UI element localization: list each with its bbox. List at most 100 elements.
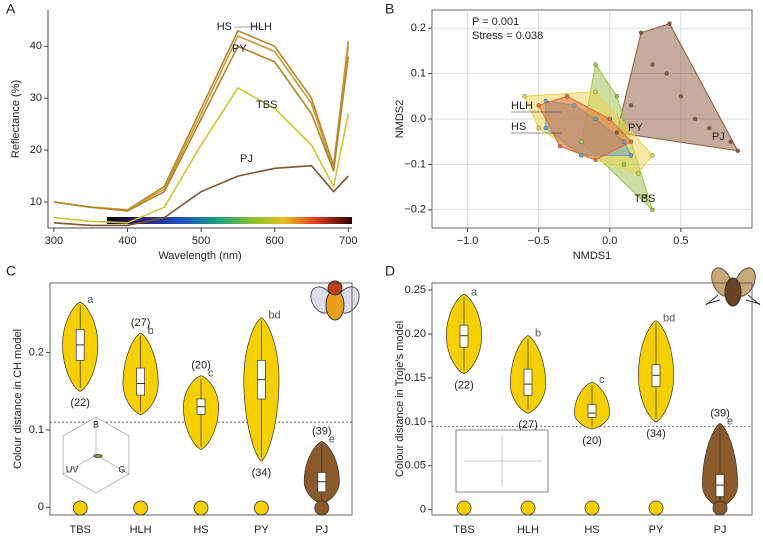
- group-dot: [648, 500, 664, 516]
- y-tick-label: 40: [30, 40, 42, 52]
- hexagon-axis: [62, 454, 97, 475]
- significance-letter: b: [148, 325, 154, 337]
- x-tick-label: TBS: [453, 524, 474, 536]
- x-tick-label: −0.5: [528, 235, 550, 247]
- data-point: [579, 153, 584, 158]
- y-tick-label: −0.1: [404, 158, 426, 170]
- significance-letter: bd: [268, 310, 280, 322]
- x-tick-label: 700: [339, 235, 357, 247]
- sample-size: (20): [191, 360, 211, 372]
- y-axis-title: Colour distance in CH model: [12, 329, 24, 469]
- x-axis-title: Wavelength (nm): [158, 250, 241, 262]
- data-point: [664, 71, 669, 76]
- data-point: [543, 125, 548, 131]
- y-tick-label: 0.1: [29, 424, 44, 436]
- y-tick-label: 0.20: [405, 328, 426, 340]
- y-tick-label: 0.0: [411, 113, 426, 125]
- panel-letter: A: [6, 1, 16, 17]
- sample-size: (34): [252, 467, 272, 479]
- x-tick-label: PY: [254, 524, 269, 536]
- data-point: [643, 194, 648, 199]
- spectrum-line: [53, 35, 350, 211]
- sample-size: (27): [131, 317, 151, 329]
- hexagon-axis: [95, 454, 130, 475]
- y-tick-label: 0.1: [411, 67, 426, 79]
- group-dot: [314, 500, 330, 516]
- x-tick-label: 0.5: [673, 235, 688, 247]
- y-tick-label: 0.25: [405, 284, 426, 296]
- panel-letter: D: [385, 263, 395, 279]
- group-dot: [456, 500, 472, 516]
- sample-size: (20): [582, 435, 602, 447]
- y-tick-label: 0.2: [29, 347, 44, 359]
- data-point: [536, 125, 541, 131]
- y-tick-label: 0.15: [405, 372, 426, 384]
- y-tick-label: 0: [420, 504, 426, 516]
- data-point: [667, 21, 672, 26]
- data-point: [522, 94, 527, 99]
- sample-size: (22): [454, 379, 474, 391]
- significance-letter: a: [471, 286, 478, 298]
- significance-letter: c: [208, 368, 214, 380]
- bee-icon: [310, 280, 360, 321]
- sample-size: (22): [70, 397, 90, 409]
- spectrum-bar: [107, 217, 352, 224]
- data-point: [621, 162, 627, 167]
- x-tick-label: PJ: [315, 524, 328, 536]
- group-dot: [520, 500, 536, 516]
- hexagon-points: [93, 454, 103, 458]
- data-point: [593, 157, 598, 163]
- y-tick-label: 0.10: [405, 416, 426, 428]
- data-point: [593, 62, 598, 67]
- inset-label: UV: [66, 464, 79, 474]
- sample-size: (39): [710, 408, 730, 420]
- data-point: [557, 144, 563, 149]
- panel-letter: C: [6, 263, 16, 279]
- series-label: HS: [217, 21, 232, 33]
- sample-size: (27): [518, 419, 538, 431]
- data-point: [728, 139, 733, 144]
- data-point: [607, 116, 612, 122]
- group-dot: [193, 500, 209, 516]
- group-dot: [253, 500, 269, 516]
- data-point: [579, 139, 584, 144]
- y-axis-title: NMDS2: [394, 100, 406, 139]
- group-dot: [584, 500, 600, 516]
- x-tick-label: TBS: [69, 524, 90, 536]
- data-point: [678, 94, 684, 99]
- data-point: [707, 125, 712, 131]
- significance-letter: b: [535, 328, 541, 340]
- box: [523, 368, 533, 396]
- x-tick-label: PY: [649, 524, 664, 536]
- x-axis-title: NMDS1: [573, 250, 612, 262]
- group-label: PY: [628, 122, 643, 134]
- box: [587, 403, 597, 418]
- data-point: [543, 98, 548, 104]
- data-point: [650, 62, 655, 67]
- y-tick-label: 20: [30, 144, 42, 156]
- y-tick-label: 10: [30, 196, 42, 208]
- inset-label: G: [118, 464, 125, 474]
- series-label: TBS: [256, 99, 277, 111]
- data-point: [628, 153, 634, 158]
- data-point: [638, 30, 644, 35]
- spectrum-line: [53, 45, 350, 212]
- data-point: [628, 139, 634, 144]
- data-point: [621, 139, 627, 144]
- x-tick-label: HS: [193, 524, 208, 536]
- data-point: [572, 103, 577, 108]
- group-label: HS: [511, 121, 526, 133]
- significance-letter: e: [727, 416, 733, 428]
- significance-letter: e: [329, 433, 335, 445]
- spectrum-line: [53, 164, 349, 227]
- x-tick-label: HLH: [130, 524, 152, 536]
- data-point: [650, 207, 655, 213]
- x-tick-label: 300: [45, 235, 63, 247]
- x-tick-label: PJ: [714, 524, 727, 536]
- data-point: [650, 153, 655, 158]
- data-point: [593, 116, 598, 122]
- group-dot: [72, 500, 88, 516]
- series-label: PY: [232, 43, 247, 55]
- group-label: TBS: [634, 193, 655, 205]
